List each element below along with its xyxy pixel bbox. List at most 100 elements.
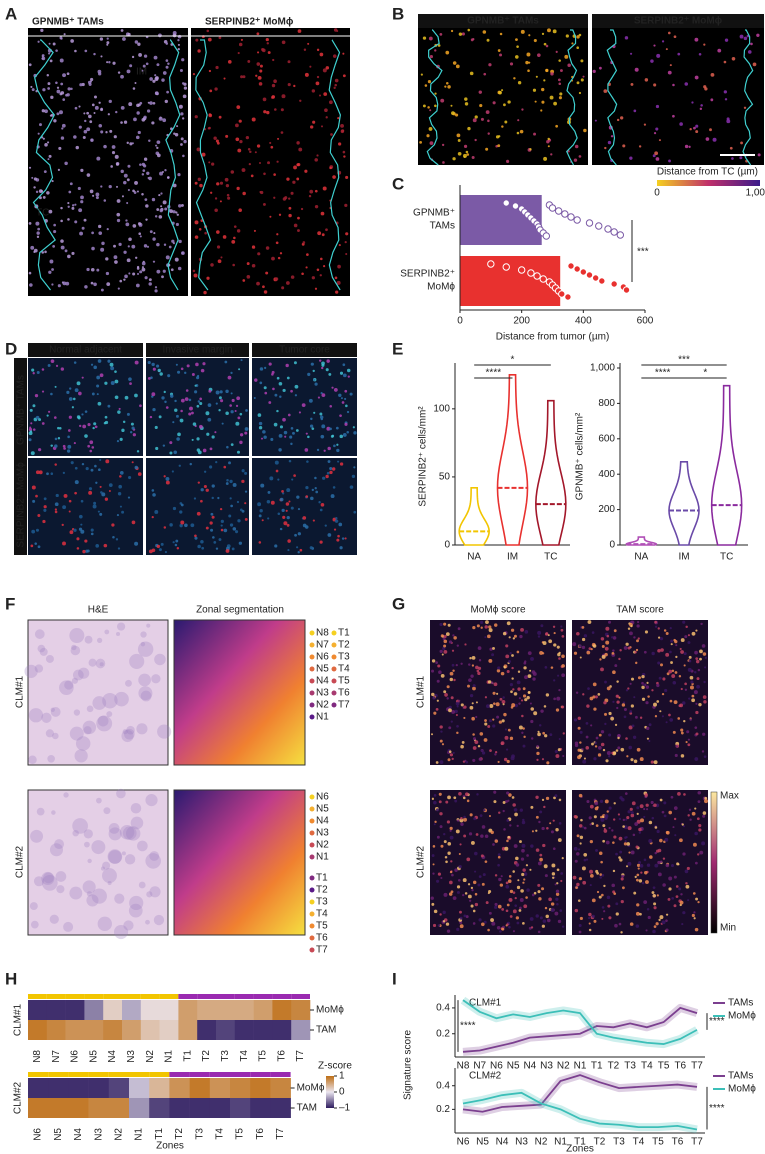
cell-dot (336, 280, 341, 285)
cell-dot (617, 813, 621, 816)
tumor-border (328, 39, 342, 291)
cell-dot (500, 742, 504, 746)
cell-dot (55, 493, 59, 498)
cell-dot (448, 892, 453, 896)
cell-dot (523, 666, 527, 670)
cell-dot (435, 761, 439, 764)
cell-dot (661, 920, 666, 925)
cell-dot (336, 448, 340, 453)
cell-dot (657, 848, 662, 853)
cell-dot (631, 677, 635, 681)
cell-dot (509, 824, 512, 827)
cell-dot (608, 826, 611, 830)
cell-dot (262, 285, 265, 289)
cell-dot (31, 529, 36, 534)
tissue (145, 919, 150, 925)
cell (189, 1078, 211, 1098)
cell-dot (527, 651, 532, 656)
cell-dot (454, 709, 458, 714)
cell-dot (506, 819, 509, 822)
cell-dot (100, 288, 104, 292)
cell-dot (326, 426, 331, 431)
cell-dot (674, 834, 677, 837)
cell-dot (475, 833, 479, 836)
line (462, 999, 698, 1045)
cell-dot (131, 520, 136, 525)
cell-dot (602, 815, 605, 819)
cell-dot (508, 897, 513, 902)
cell-dot (288, 206, 292, 210)
cell-dot (99, 458, 102, 462)
cell-dot (266, 110, 270, 115)
cell-dot (164, 169, 167, 172)
cell-dot (434, 49, 437, 52)
cell-dot (178, 464, 181, 467)
cell-dot (106, 43, 109, 46)
cell-dot (494, 623, 498, 627)
cell-dot (293, 165, 297, 170)
cell-dot (84, 410, 88, 413)
cell-dot (655, 104, 660, 109)
tissue (63, 792, 69, 798)
cell-dot (461, 741, 465, 744)
tissue (114, 691, 129, 707)
cell-dot (194, 235, 199, 239)
cell-dot (504, 846, 509, 851)
y-tick-label: 0.4 (436, 1003, 450, 1014)
cell-dot (659, 710, 662, 713)
cell-dot (464, 643, 467, 646)
cell-dot (666, 672, 670, 676)
cell-dot (581, 645, 586, 650)
cell (159, 1020, 179, 1040)
cell-dot (208, 389, 212, 393)
cell-dot (263, 110, 267, 114)
cell-dot (35, 528, 39, 532)
cell-dot (267, 490, 271, 494)
cell-dot (28, 438, 32, 442)
tumor-border (165, 39, 181, 291)
cell-dot (263, 172, 266, 176)
cell-dot (431, 797, 435, 800)
cell-dot (694, 927, 699, 932)
point (554, 207, 563, 215)
cell-dot (637, 676, 641, 680)
axis-label: Signature score (403, 1030, 414, 1100)
cell-dot (653, 83, 657, 87)
cell-dot (63, 33, 66, 36)
cell-dot (591, 898, 596, 903)
cell-dot (684, 144, 689, 149)
cell-dot (491, 653, 495, 657)
cell-dot (653, 906, 657, 910)
header (592, 14, 764, 28)
zone-strip (189, 1072, 210, 1077)
cell-dot (449, 870, 453, 874)
cell-dot (94, 105, 99, 110)
cell-dot (257, 413, 262, 417)
cell-dot (182, 154, 185, 158)
cell-dot (225, 482, 229, 485)
cell-dot (539, 916, 543, 920)
cell-dot (250, 174, 254, 178)
cell-dot (432, 696, 436, 700)
cell-dot (120, 121, 123, 124)
point (527, 269, 535, 277)
cell-dot (319, 52, 324, 57)
legend-dot (331, 702, 337, 708)
cell-dot (65, 93, 68, 97)
cell-dot (537, 861, 542, 866)
cell-dot (54, 508, 58, 511)
cell-dot (670, 795, 674, 799)
cell-dot (321, 366, 324, 370)
cell-dot (161, 396, 165, 400)
cell-dot (534, 100, 537, 103)
point (567, 262, 575, 270)
cell-dot (37, 132, 40, 135)
cell-dot (277, 256, 281, 260)
label: CLM#2 (15, 845, 26, 878)
cell-dot (333, 388, 338, 392)
tissue (102, 868, 117, 884)
point (558, 290, 566, 298)
cell-dot (560, 879, 563, 883)
cell-dot (73, 528, 77, 532)
cell-dot (460, 822, 464, 826)
